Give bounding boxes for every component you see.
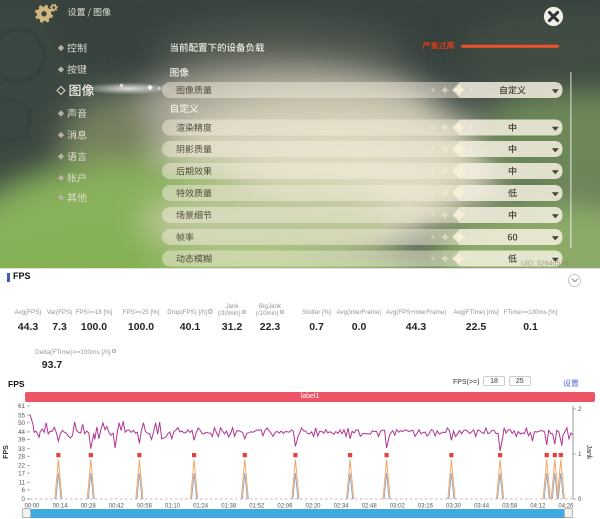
svg-text:61: 61 [18, 403, 25, 410]
svg-text:55: 55 [18, 412, 25, 419]
svg-text:Jank: Jank [585, 445, 592, 460]
svg-text:04:26: 04:26 [558, 504, 574, 510]
svg-text:0: 0 [22, 496, 26, 503]
svg-text:03:58: 03:58 [502, 504, 518, 510]
svg-text:17: 17 [18, 470, 25, 477]
svg-text:2: 2 [578, 406, 582, 413]
svg-text:01:10: 01:10 [165, 504, 181, 510]
svg-text:22: 22 [18, 463, 25, 470]
svg-text:03:44: 03:44 [474, 504, 490, 510]
svg-text:6: 6 [22, 487, 26, 494]
svg-text:02:06: 02:06 [277, 504, 293, 510]
svg-text:04:12: 04:12 [530, 504, 546, 510]
svg-text:1: 1 [578, 451, 582, 458]
svg-text:02:20: 02:20 [305, 504, 321, 510]
svg-text:44: 44 [18, 429, 25, 436]
svg-text:33: 33 [18, 446, 25, 453]
svg-text:03:16: 03:16 [418, 504, 434, 510]
svg-text:50: 50 [18, 420, 25, 427]
svg-text:FPS: FPS [3, 445, 10, 459]
svg-text:39: 39 [18, 437, 25, 444]
svg-text:00:56: 00:56 [137, 504, 153, 510]
svg-text:03:30: 03:30 [446, 504, 462, 510]
svg-text:00:28: 00:28 [81, 504, 97, 510]
svg-text:0: 0 [578, 496, 582, 503]
svg-text:02:34: 02:34 [334, 504, 350, 510]
svg-text:00:42: 00:42 [109, 504, 125, 510]
svg-text:01:24: 01:24 [193, 504, 209, 510]
svg-text:28: 28 [18, 454, 25, 461]
svg-text:00:00: 00:00 [24, 504, 40, 510]
svg-text:00:14: 00:14 [53, 504, 69, 510]
svg-text:03:02: 03:02 [390, 504, 406, 510]
svg-text:01:52: 01:52 [249, 504, 265, 510]
svg-text:UID: 52640578: UID: 52640578 [521, 261, 568, 268]
svg-text:02:48: 02:48 [362, 504, 378, 510]
svg-text:01:38: 01:38 [221, 504, 237, 510]
svg-text:11: 11 [19, 479, 26, 486]
